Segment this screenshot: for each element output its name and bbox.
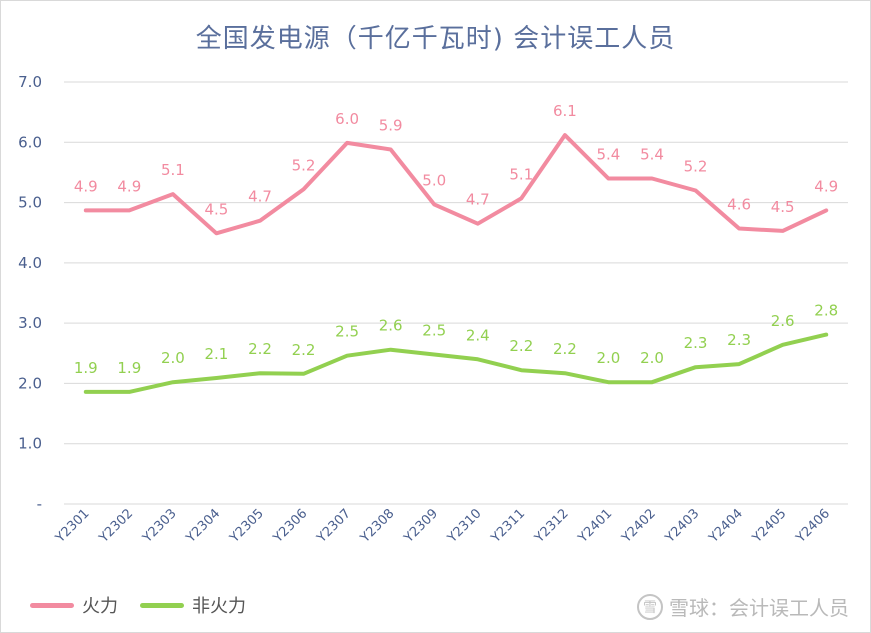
legend: 火力 非火力 xyxy=(30,592,268,618)
watermark-text: 雪球：会计误工人员 xyxy=(669,596,849,620)
y-tick-label: 7.0 xyxy=(18,73,42,91)
data-label: 4.6 xyxy=(727,195,751,213)
data-labels: 4.9 4.9 5.1 4.5 4.7 5.2 6.0 5.9 5.0 4.7 5.1 6.1 5.4 5… xyxy=(74,102,838,377)
x-tick-label: Y2302 xyxy=(96,506,136,546)
x-tick-label: Y2306 xyxy=(270,506,310,546)
y-tick-label: - xyxy=(37,495,42,513)
watermark: 雪 雪球：会计误工人员 xyxy=(637,592,849,621)
series-line-0 xyxy=(83,133,829,236)
data-label: 2.2 xyxy=(553,340,577,358)
series-lines xyxy=(83,133,829,394)
data-label: 2.2 xyxy=(292,341,316,359)
y-tick-label: 5.0 xyxy=(18,194,42,212)
x-tick-label: Y2307 xyxy=(314,506,354,546)
x-tick-label: Y2308 xyxy=(357,506,397,546)
y-tick-label: 3.0 xyxy=(18,314,42,332)
y-tick-label: 2.0 xyxy=(18,374,42,392)
legend-item-thermal[interactable]: 火力 xyxy=(30,592,118,618)
data-label: 2.4 xyxy=(466,326,490,344)
data-label: 5.1 xyxy=(509,165,533,183)
legend-item-non-thermal[interactable]: 非火力 xyxy=(140,592,246,618)
y-tick-label: 6.0 xyxy=(18,133,42,151)
y-tick-label: 1.0 xyxy=(18,435,42,453)
x-tick-label: Y2403 xyxy=(662,506,702,546)
data-label: 2.8 xyxy=(814,302,838,320)
data-label: 2.2 xyxy=(248,340,272,358)
data-label: 2.2 xyxy=(509,337,533,355)
data-label: 4.9 xyxy=(814,177,838,195)
data-label: 2.3 xyxy=(727,331,751,349)
data-label: 5.9 xyxy=(379,117,403,135)
data-label: 1.9 xyxy=(74,359,98,377)
x-tick-label: Y2401 xyxy=(575,506,615,546)
legend-label-thermal: 火力 xyxy=(82,596,118,617)
data-label: 5.4 xyxy=(640,145,664,163)
x-axis-ticks: Y2301 Y2302 Y2303 Y2304 Y2305 Y2306 Y2307 Y2308… xyxy=(52,506,833,546)
data-label: 1.9 xyxy=(117,359,141,377)
x-tick-label: Y2305 xyxy=(227,506,267,546)
data-label: 2.1 xyxy=(205,345,229,363)
x-tick-label: Y2311 xyxy=(488,506,528,546)
data-label: 2.0 xyxy=(597,349,621,367)
y-axis-ticks: - 1.0 2.0 3.0 4.0 5.0 6.0 7.0 xyxy=(18,73,42,513)
x-tick-label: Y2405 xyxy=(749,506,789,546)
snowball-logo-icon: 雪 xyxy=(637,593,663,620)
series-line-1 xyxy=(83,332,829,394)
x-tick-label: Y2312 xyxy=(531,506,571,546)
x-tick-label: Y2303 xyxy=(139,506,179,546)
x-tick-label: Y2310 xyxy=(444,506,484,546)
gridlines xyxy=(64,81,848,505)
data-label: 4.7 xyxy=(466,191,490,209)
data-label: 4.7 xyxy=(248,188,272,206)
data-label: 5.4 xyxy=(597,145,621,163)
x-tick-label: Y2404 xyxy=(706,506,746,546)
data-label: 6.1 xyxy=(553,102,577,120)
data-label: 5.2 xyxy=(292,156,316,174)
data-label: 4.5 xyxy=(205,200,229,218)
data-label: 6.0 xyxy=(335,110,359,128)
data-label: 5.2 xyxy=(684,158,708,176)
x-tick-label: Y2309 xyxy=(401,506,441,546)
x-tick-label: Y2406 xyxy=(793,506,833,546)
data-label: 4.9 xyxy=(117,177,141,195)
data-label: 2.6 xyxy=(771,312,795,330)
x-tick-label: Y2402 xyxy=(619,506,659,546)
x-tick-label: Y2304 xyxy=(183,506,223,546)
x-tick-label: Y2301 xyxy=(52,506,92,546)
data-label: 2.5 xyxy=(422,321,446,339)
data-label: 2.6 xyxy=(379,317,403,335)
data-label: 4.9 xyxy=(74,177,98,195)
data-label: 5.0 xyxy=(422,171,446,189)
data-label: 2.0 xyxy=(161,349,185,367)
data-label: 2.5 xyxy=(335,323,359,341)
data-label: 2.3 xyxy=(684,334,708,352)
y-tick-label: 4.0 xyxy=(18,254,42,272)
chart-title: 全国发电源（千亿千瓦时) 会计误工人员 xyxy=(195,24,676,54)
data-label: 4.5 xyxy=(771,198,795,216)
legend-label-non-thermal: 非火力 xyxy=(192,596,246,617)
legend-swatch-thermal xyxy=(30,602,74,608)
data-label: 5.1 xyxy=(161,161,185,179)
data-label: 2.0 xyxy=(640,349,664,367)
legend-swatch-non-thermal xyxy=(140,602,184,608)
